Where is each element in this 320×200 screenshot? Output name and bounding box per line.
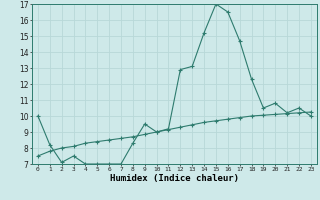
- X-axis label: Humidex (Indice chaleur): Humidex (Indice chaleur): [110, 174, 239, 183]
